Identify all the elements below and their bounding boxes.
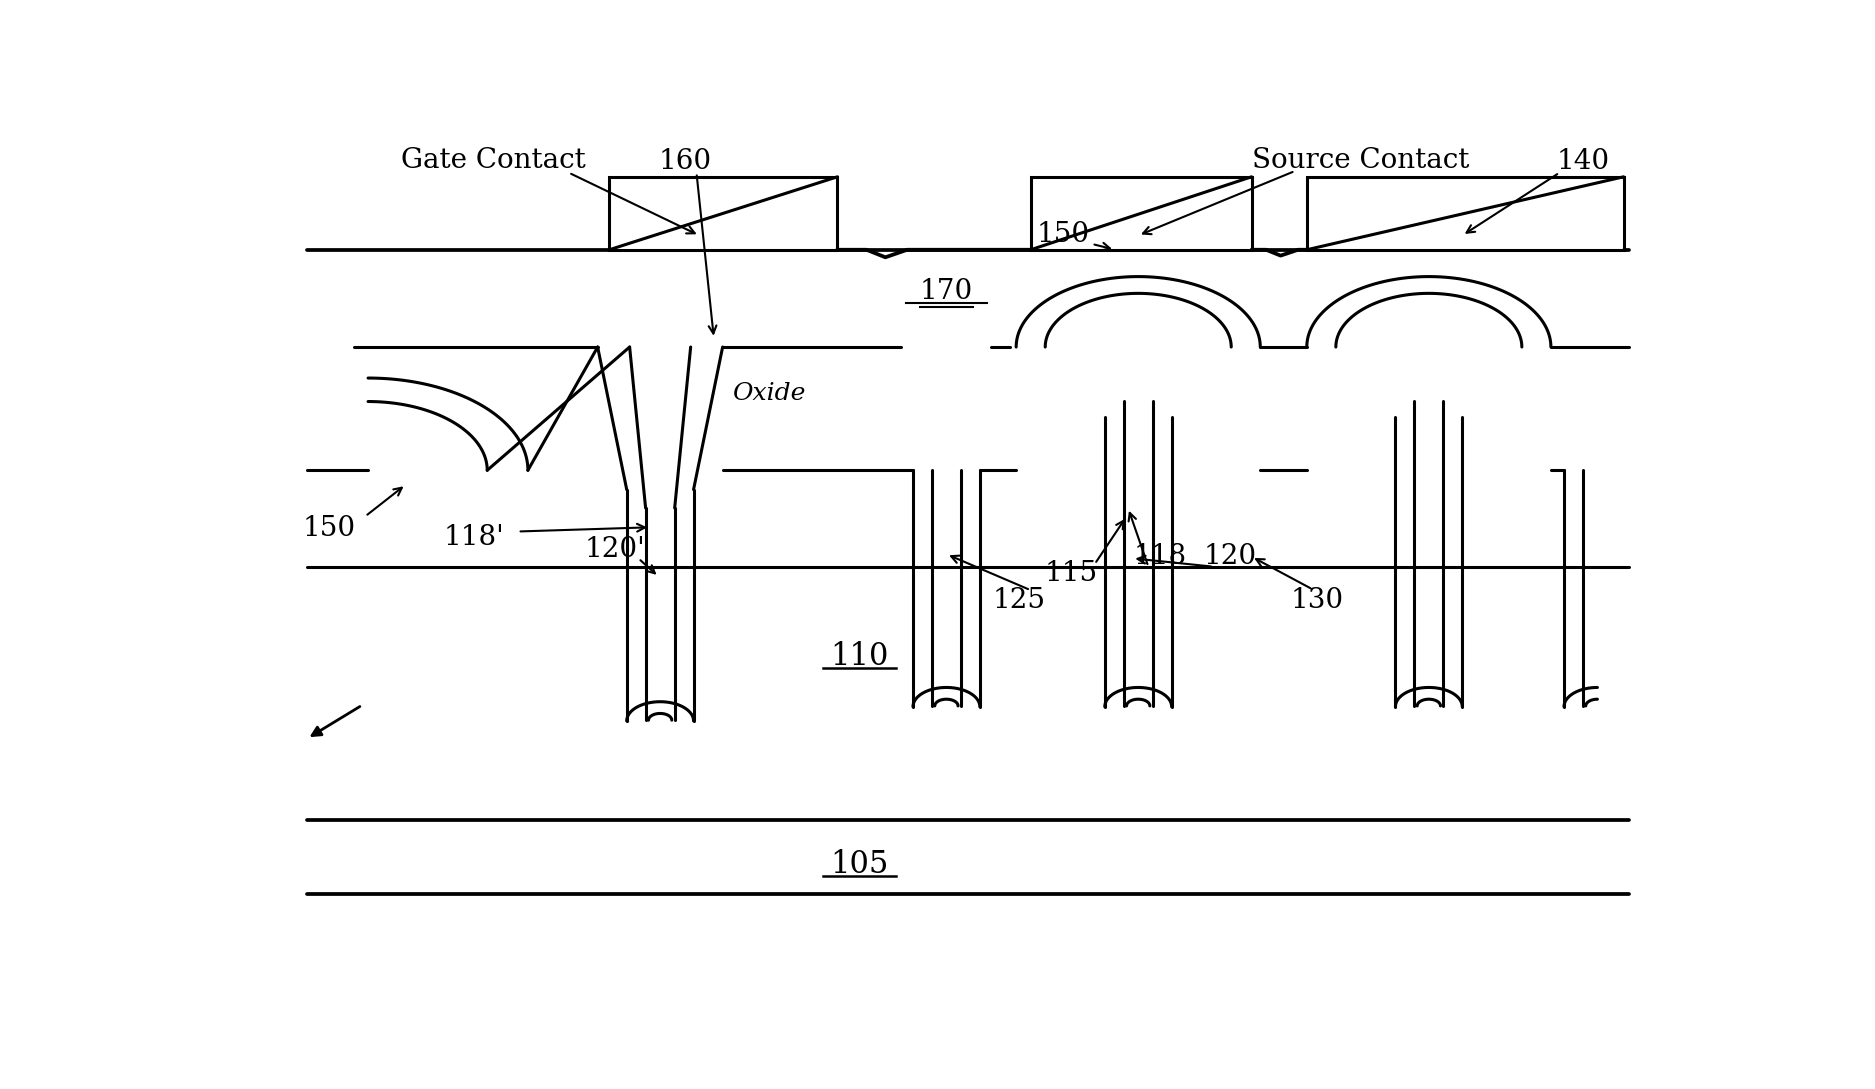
Bar bbox=[609, 176, 838, 249]
Text: 160: 160 bbox=[658, 148, 711, 175]
Text: Source Contact: Source Contact bbox=[1252, 147, 1470, 173]
Text: 115: 115 bbox=[1044, 560, 1099, 587]
Text: 140: 140 bbox=[1556, 148, 1609, 175]
Text: 105: 105 bbox=[831, 849, 889, 880]
Text: 118: 118 bbox=[1134, 543, 1187, 571]
Bar bbox=[1031, 176, 1252, 249]
Bar bbox=[1307, 176, 1624, 249]
Text: 120: 120 bbox=[1204, 543, 1256, 571]
Text: Oxide: Oxide bbox=[733, 382, 806, 405]
Text: 170: 170 bbox=[921, 278, 973, 305]
Text: 150: 150 bbox=[1037, 221, 1089, 248]
Text: 120': 120' bbox=[585, 537, 645, 563]
Text: 110: 110 bbox=[831, 641, 889, 672]
Text: 150: 150 bbox=[302, 515, 356, 542]
Text: 125: 125 bbox=[992, 587, 1046, 614]
Text: 130: 130 bbox=[1290, 587, 1344, 614]
Text: Gate Contact: Gate Contact bbox=[401, 147, 585, 174]
Text: 118': 118' bbox=[444, 524, 504, 551]
